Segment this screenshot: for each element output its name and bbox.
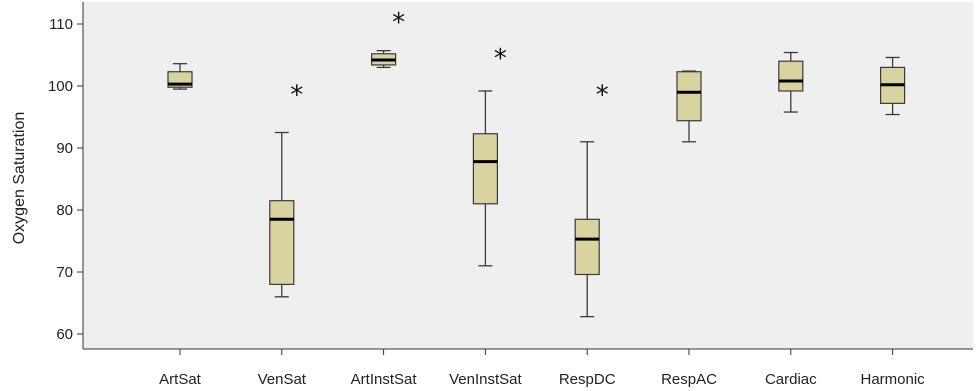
y-tick-label: 80: [56, 202, 73, 219]
y-tick-label: 60: [56, 326, 73, 343]
y-axis-title: Oxygen Saturation: [11, 112, 28, 245]
x-tick-label: VenSat: [258, 371, 307, 388]
x-tick-label: Harmonic: [861, 371, 926, 388]
box-cardiac: [778, 51, 804, 113]
outlier-marker: *: [290, 80, 303, 110]
outlier-marker: *: [392, 8, 405, 38]
x-tick-label: ArtSat: [159, 371, 202, 388]
box-iqr: [269, 200, 295, 285]
box-iqr: [676, 71, 702, 122]
x-tick-label: ArtInstSat: [351, 371, 418, 388]
box-veninstsat: *: [472, 44, 507, 267]
box-artinstsat: *: [371, 8, 405, 69]
y-axis-ticks: 60 70 80 90 100 110: [48, 16, 83, 343]
box-vensat: *: [269, 80, 303, 298]
x-tick-label: RespDC: [559, 371, 616, 388]
outlier-marker: *: [596, 80, 609, 110]
x-axis-ticks: ArtSat VenSat ArtInstSat VenInstSat RespDC Re…: [159, 349, 925, 388]
y-tick-label: 110: [49, 16, 73, 33]
y-tick-label: 70: [56, 264, 73, 281]
box-artsat: [167, 63, 193, 90]
x-tick-label: Cardiac: [765, 371, 817, 388]
plot-area: [83, 2, 973, 349]
x-tick-label: VenInstSat: [449, 371, 522, 388]
box-iqr: [472, 133, 498, 205]
box-iqr: [778, 60, 804, 92]
boxes: * * * *: [167, 8, 906, 318]
box-harmonic: [879, 56, 906, 116]
y-tick-label: 100: [48, 78, 73, 95]
box-respac: [676, 70, 702, 143]
y-tick-label: 90: [56, 140, 73, 157]
box-respdc: *: [574, 80, 609, 318]
outlier-marker: *: [494, 44, 507, 74]
box-iqr: [574, 218, 600, 276]
x-tick-label: RespAC: [661, 371, 717, 388]
